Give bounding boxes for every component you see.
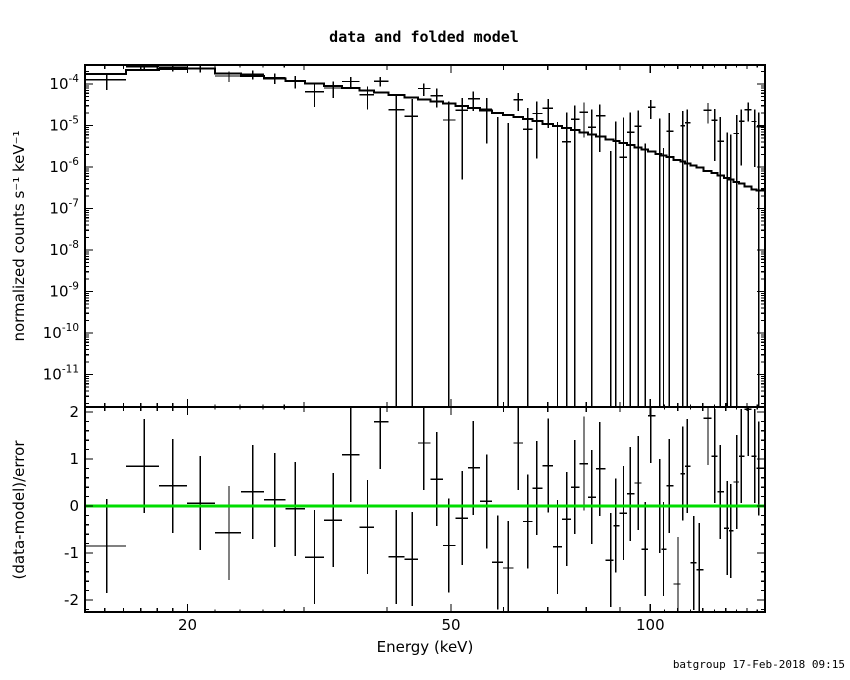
timestamp-watermark: batgroup 17-Feb-2018 09:15 (673, 658, 845, 671)
y-top-tick-label: 10-8 (49, 239, 79, 259)
y-bottom-tick-label: 1 (69, 450, 79, 468)
data-points (85, 65, 765, 407)
x-tick-label: 50 (441, 616, 460, 634)
y-top-tick-label: 10-11 (43, 364, 79, 384)
model-line (85, 67, 765, 192)
y-top-tick-label: 10-7 (49, 198, 79, 218)
y-bottom-tick-label: 0 (69, 497, 79, 515)
axis-ticks (85, 65, 765, 612)
y-bottom-tick-label: -1 (64, 544, 79, 562)
y-top-tick-label: 10-5 (49, 115, 79, 135)
x-tick-label: 100 (636, 616, 665, 634)
x-tick-label: 20 (178, 616, 197, 634)
residual-points (85, 407, 765, 612)
y-top-tick-label: 10-4 (49, 73, 79, 93)
y-top-tick-label: 10-10 (43, 322, 79, 342)
y-top-tick-label: 10-9 (49, 281, 79, 301)
tick-labels: 20 50 10010-410-510-610-710-810-910-1010-1… (43, 73, 665, 634)
y-bottom-tick-label: -2 (64, 591, 79, 609)
x-axis-label: Energy (keV) (377, 638, 474, 656)
y-axis-label-bottom: (data-model)/error (10, 440, 28, 580)
y-axis-label-top: normalized counts s⁻¹ keV⁻¹ (10, 130, 28, 341)
y-bottom-tick-label: 2 (69, 403, 79, 421)
plot-generated-content: 20 50 10010-410-510-610-710-810-910-1010-1… (43, 64, 766, 634)
panel-frames (84, 64, 766, 613)
y-top-tick-label: 10-6 (49, 156, 79, 176)
plot-title: data and folded model (329, 28, 519, 46)
